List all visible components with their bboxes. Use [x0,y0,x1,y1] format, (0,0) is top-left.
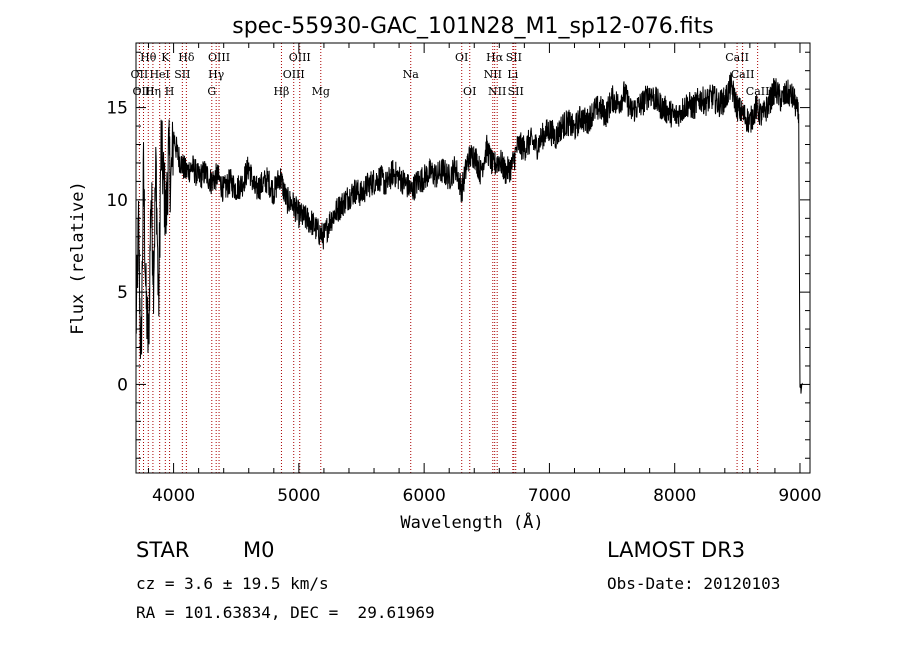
x-tick-label: 8000 [653,486,696,506]
redshift-velocity: cz = 3.6 ± 19.5 km/s [136,574,329,593]
y-tick-label: 0 [117,375,128,395]
object-class: STAR [136,538,190,562]
plot-frame [135,42,811,474]
marker-label: G [207,85,216,98]
x-tick-label: 5000 [277,486,320,506]
y-axis-label: Flux (relative) [68,181,88,335]
marker-label: OIII [289,51,311,64]
x-tick-label: 9000 [778,486,821,506]
marker-label: OI [455,51,468,64]
survey-name: LAMOST DR3 [607,538,746,562]
axis-labels: spec-55930-GAC_101N28_M1_sp12-076.fits Wa… [68,14,714,533]
marker-label: Hβ [273,85,289,98]
y-tick-label: 5 [117,283,128,303]
marker-label: Hη [145,85,161,98]
x-tick-label: 6000 [403,486,446,506]
marker-label: SII [508,85,524,98]
marker-label: K [161,51,170,64]
observation-date: Obs-Date: 20120103 [607,574,781,593]
marker-label: Hγ [208,68,225,81]
marker-label: CaII [731,68,755,81]
marker-label: OIII [208,51,230,64]
axis-ticks: 4000 5000 6000 7000 8000 9000 0 5 10 15 [106,43,822,506]
marker-label: SII [506,51,522,64]
marker-label: OI [463,85,476,98]
marker-label: Mg [312,85,330,98]
marker-label: Hθ [140,51,157,64]
y-tick-label: 15 [106,99,128,119]
spectral-line-markers: Hθ OII OIII K HeI Hη SII H Hδ OIII Hγ G OIII OIII Hβ Mg… [131,43,770,473]
flux-series [135,71,803,394]
marker-label: OIII [283,68,305,81]
chart-title: spec-55930-GAC_101N28_M1_sp12-076.fits [232,14,714,39]
x-axis-label: Wavelength (Å) [400,511,543,533]
marker-label: NII [488,85,506,98]
marker-label: OIII [132,85,154,98]
marker-label: CaII [725,51,749,64]
x-tick-label: 7000 [528,486,571,506]
marker-label: NII [484,68,502,81]
marker-label: Li [507,68,518,81]
object-subclass: M0 [243,538,275,562]
marker-label: Na [403,68,420,81]
marker-label: OII [131,68,149,81]
marker-label: Hα [486,51,504,64]
marker-label: H [165,85,175,98]
coordinates: RA = 101.63834, DEC = 29.61969 [136,603,435,622]
flux-line [135,71,803,394]
marker-label: SII [174,68,190,81]
marker-label: CaII [746,85,770,98]
marker-label: Hδ [178,51,195,64]
x-tick-label: 4000 [152,486,195,506]
marker-label: HeI [149,68,169,81]
y-tick-label: 10 [106,191,128,211]
